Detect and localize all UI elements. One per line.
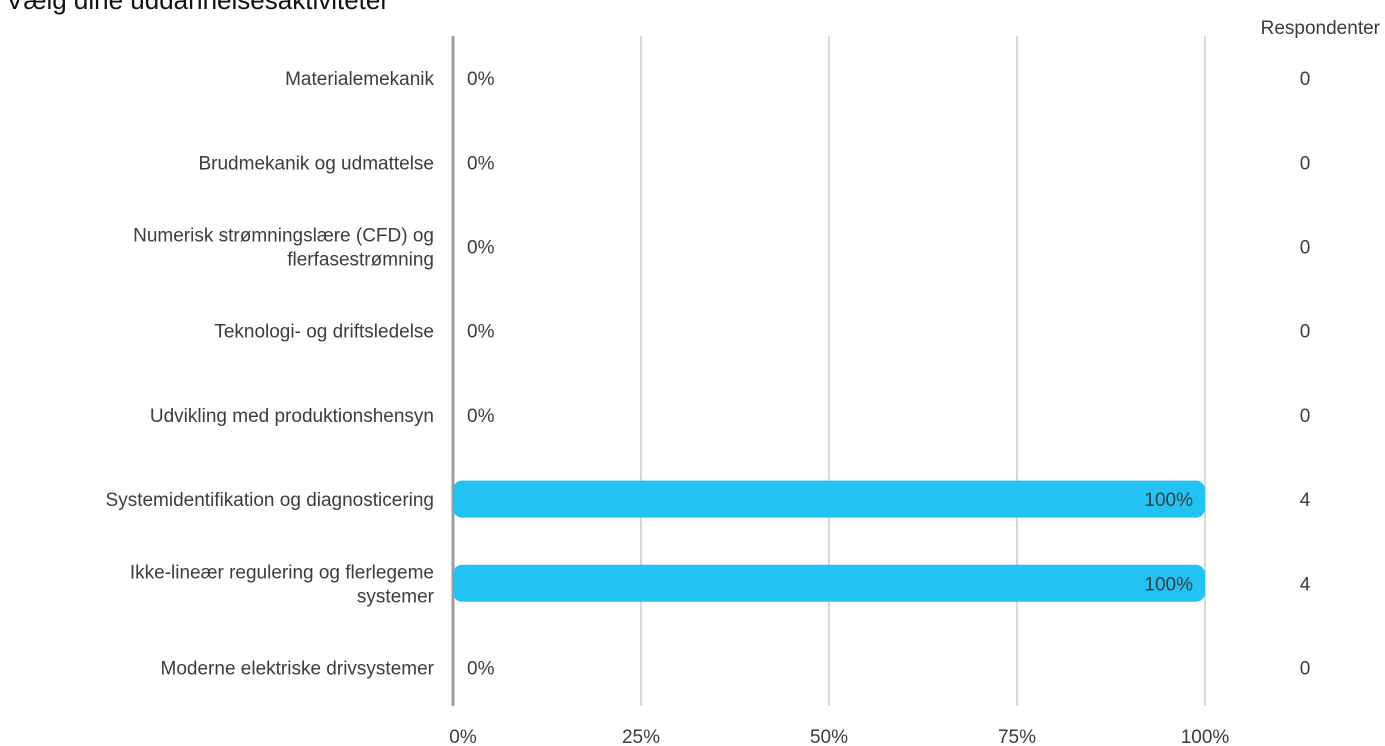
x-tick-label: 50% xyxy=(810,727,848,746)
value-label: 0% xyxy=(467,238,495,259)
respondent-count: 0 xyxy=(1300,153,1311,174)
category-labels: Materialemekanik 0 Brudmekanik og udmattel… xyxy=(106,69,1311,679)
value-label: 0% xyxy=(467,659,495,680)
category-label: Numerisk strømningslære (CFD) og flerfase… xyxy=(133,226,434,271)
bar xyxy=(453,564,1205,602)
respondent-count: 0 xyxy=(1300,406,1311,427)
category-label: Brudmekanik og udmattelse xyxy=(198,153,434,174)
x-tick-label: 75% xyxy=(998,727,1036,746)
x-tick-label: 100% xyxy=(1181,727,1230,746)
respondent-count: 0 xyxy=(1300,322,1311,343)
x-tick-label: 25% xyxy=(622,727,660,746)
respondent-count: 0 xyxy=(1300,659,1311,680)
value-label: 100% xyxy=(1144,490,1193,511)
respondent-count: 4 xyxy=(1300,490,1311,511)
category-label: Udvikling med produktionshensyn xyxy=(150,406,434,427)
respondent-count: 0 xyxy=(1300,238,1311,259)
value-label: 100% xyxy=(1144,574,1193,595)
value-label: 0% xyxy=(467,322,495,343)
bar xyxy=(453,480,1205,518)
value-label: 0% xyxy=(467,69,495,90)
respondent-count: 0 xyxy=(1300,69,1311,90)
chart-title: Vælg dine uddannelsesaktiviteter xyxy=(6,0,389,15)
respondents-header: Respondenter xyxy=(1261,18,1381,39)
category-label: Materialemekanik xyxy=(285,69,434,90)
x-axis-ticks: 0% 25% 50% 75% 100% xyxy=(449,727,1229,746)
x-tick-label: 0% xyxy=(449,727,477,746)
bars: 0% 0% 0% 0% 0% 100% 100% 0% xyxy=(453,69,1205,680)
respondent-count: 4 xyxy=(1300,574,1311,595)
category-label: Teknologi- og driftsledelse xyxy=(214,322,434,343)
category-label: Moderne elektriske drivsystemer xyxy=(161,659,435,680)
value-label: 0% xyxy=(467,153,495,174)
grid-lines xyxy=(451,36,1206,706)
category-label: Systemidentifikation og diagnosticering xyxy=(106,490,434,511)
category-label: Ikke-lineær regulering og flerlegeme syst… xyxy=(130,562,435,607)
value-label: 0% xyxy=(467,406,495,427)
